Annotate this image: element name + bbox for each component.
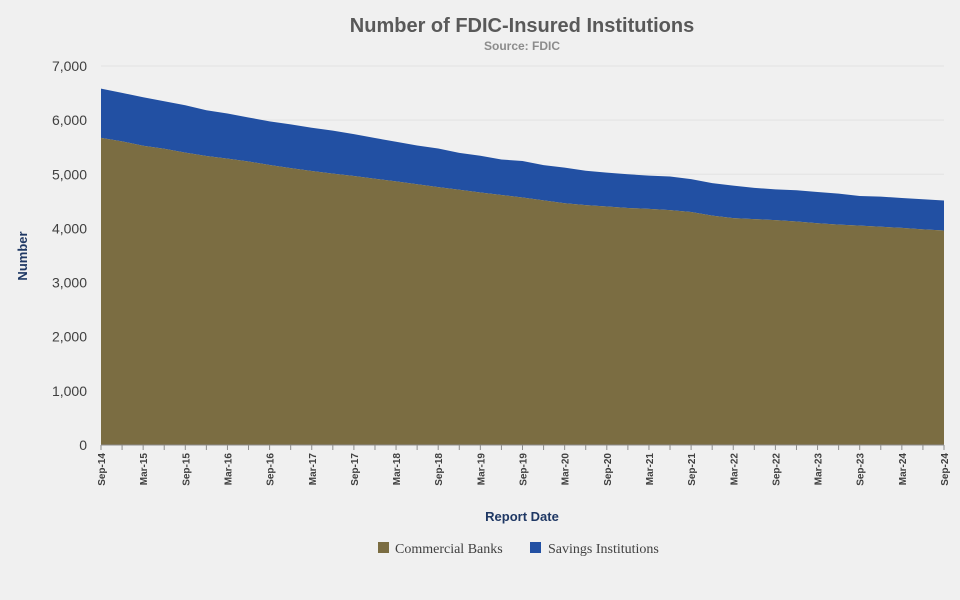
x-tick-label: Sep-15 bbox=[181, 453, 192, 486]
legend-label-commercial-banks: Commercial Banks bbox=[395, 542, 503, 557]
y-tick-label: 0 bbox=[79, 437, 87, 453]
x-tick-label: Mar-24 bbox=[898, 453, 909, 486]
x-tick-label: Mar-21 bbox=[645, 453, 656, 486]
x-tick-label: Sep-19 bbox=[519, 453, 530, 486]
legend: Commercial Banks Savings Institutions bbox=[378, 542, 659, 557]
x-tick-label: Mar-22 bbox=[729, 453, 740, 486]
x-tick-label: Sep-24 bbox=[940, 453, 951, 486]
y-tick-label: 5,000 bbox=[52, 166, 87, 182]
y-tick-label: 4,000 bbox=[52, 220, 87, 236]
x-tick-label: Mar-16 bbox=[223, 453, 234, 486]
x-tick-label: Mar-20 bbox=[561, 453, 572, 486]
x-tick-label: Sep-17 bbox=[350, 453, 361, 486]
plot-areas bbox=[101, 88, 944, 445]
x-tick-label: Mar-18 bbox=[392, 453, 403, 486]
axes bbox=[100, 444, 945, 450]
y-tick-label: 6,000 bbox=[52, 112, 87, 128]
legend-swatch-commercial-banks bbox=[378, 542, 389, 553]
x-tick-label: Sep-23 bbox=[856, 453, 867, 486]
x-axis-label: Report Date bbox=[485, 509, 559, 524]
legend-label-savings-institutions: Savings Institutions bbox=[548, 542, 659, 557]
x-tick-label: Mar-15 bbox=[139, 453, 150, 486]
x-tick-label: Sep-16 bbox=[266, 453, 277, 486]
y-tick-label: 2,000 bbox=[52, 329, 87, 345]
y-tick-label: 3,000 bbox=[52, 275, 87, 291]
x-tick-label: Sep-21 bbox=[687, 453, 698, 486]
x-tick-label: Mar-19 bbox=[476, 453, 487, 486]
y-tick-label: 1,000 bbox=[52, 383, 87, 399]
y-tick-label: 7,000 bbox=[52, 58, 87, 74]
chart-title: Number of FDIC-Insured Institutions bbox=[350, 15, 694, 37]
x-tick-label: Mar-23 bbox=[814, 453, 825, 486]
x-tick-label: Sep-20 bbox=[603, 453, 614, 486]
area-commercial-banks bbox=[101, 137, 944, 445]
x-tick-label: Mar-17 bbox=[308, 453, 319, 486]
x-tick-label: Sep-14 bbox=[97, 453, 108, 486]
x-tick-labels: Sep-14 Mar-15 Sep-15 Mar-16 Sep-16 Mar-17 Sep-… bbox=[97, 453, 951, 486]
y-tick-labels: 0 1,000 2,000 3,000 4,000 5,000 6,000 7,000 bbox=[52, 58, 87, 453]
x-tick-label: Sep-18 bbox=[434, 453, 445, 486]
y-axis-label: Number bbox=[15, 231, 30, 280]
legend-swatch-savings-institutions bbox=[530, 542, 541, 553]
x-tick-label: Sep-22 bbox=[771, 453, 782, 486]
area-savings-institutions bbox=[101, 88, 944, 231]
chart-subtitle: Source: FDIC bbox=[484, 39, 560, 53]
